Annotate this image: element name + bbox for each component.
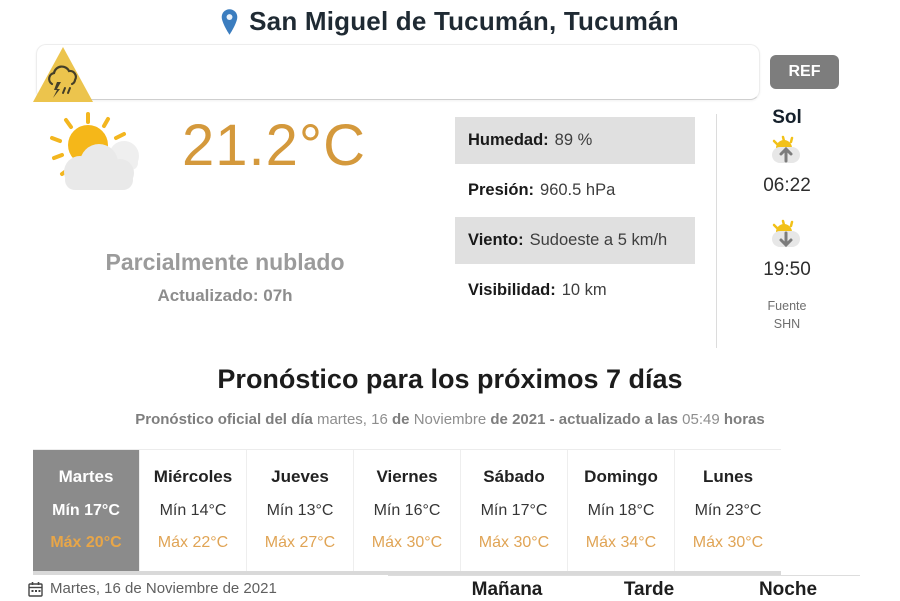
day-name: Viernes <box>376 467 438 486</box>
pressure-value: 960.5 hPa <box>540 181 616 199</box>
day-max-temp: Máx 34°C <box>585 534 657 551</box>
periods-divider <box>388 575 860 576</box>
page-title: San Miguel de Tucumán, Tucumán <box>249 6 679 36</box>
day-col-jueves[interactable]: Jueves Mín 13°C Máx 27°C <box>246 450 353 571</box>
humidity-value: 89 % <box>554 131 593 149</box>
day-min-temp: Mín 14°C <box>159 502 227 519</box>
day-min-temp: Mín 13°C <box>266 502 334 519</box>
wind-value: Sudoeste a 5 km/h <box>529 231 668 249</box>
alert-banner[interactable] <box>36 44 760 100</box>
forecast-subtitle: Pronóstico oficial del día martes, 16 de… <box>0 411 900 428</box>
day-name: Lunes <box>702 467 754 486</box>
day-col-miercoles[interactable]: Miércoles Mín 14°C Máx 22°C <box>139 450 246 571</box>
period-header-tarde: Tarde <box>623 579 675 600</box>
visibility-value: 10 km <box>561 281 607 299</box>
subtitle-part: de <box>392 411 414 428</box>
day-name: Sábado <box>483 467 545 486</box>
source-line-1: Fuente <box>767 299 807 313</box>
subtitle-part: martes, 16 <box>316 411 392 428</box>
sunrise-icon <box>768 135 806 172</box>
day-max-temp: Máx 20°C <box>50 534 122 551</box>
wind-label: Viento: <box>468 231 524 249</box>
day-col-domingo[interactable]: Domingo Mín 18°C Máx 34°C <box>567 450 674 571</box>
subtitle-part: Noviembre <box>413 411 491 428</box>
sun-panel: Sol 06:22 19:50 Fue <box>731 107 843 333</box>
period-header-noche: Noche <box>758 579 818 600</box>
sun-title: Sol <box>772 107 802 128</box>
humidity-label: Humedad: <box>468 131 549 149</box>
subtitle-part: Pronóstico oficial del día <box>135 411 317 428</box>
day-max-temp: Máx 27°C <box>264 534 336 551</box>
weather-details: Humedad: 89 % Presión: 960.5 hPa Viento:… <box>455 117 695 314</box>
detail-date-header: Martes, 16 de Noviembre de 2021 <box>28 580 277 597</box>
sunrise-time: 06:22 <box>763 175 811 196</box>
current-temperature: 21.2°C <box>182 113 366 178</box>
detail-row-visibility: Visibilidad: 10 km <box>455 267 695 314</box>
day-name: Jueves <box>271 467 329 486</box>
day-max-temp: Máx 30°C <box>692 534 764 551</box>
day-min-temp: Mín 18°C <box>587 502 655 519</box>
day-min-temp: Mín 16°C <box>373 502 441 519</box>
source-label: Fuente SHN <box>768 298 807 333</box>
detail-row-wind: Viento: Sudoeste a 5 km/h <box>455 217 695 264</box>
day-min-temp: Mín 17°C <box>52 502 120 519</box>
day-col-lunes[interactable]: Lunes Mín 23°C Máx 30°C <box>674 450 781 571</box>
vertical-divider <box>716 114 717 348</box>
page-header: San Miguel de Tucumán, Tucumán <box>0 6 900 37</box>
calendar-icon <box>28 581 43 597</box>
updated-time: Actualizado: 07h <box>157 286 293 305</box>
location-pin-icon <box>221 8 238 36</box>
partly-cloudy-icon <box>36 108 156 209</box>
storm-warning-icon[interactable] <box>30 44 96 106</box>
forecast-7-day-table: Martes Mín 17°C Máx 20°C Miércoles Mín 1… <box>33 449 781 575</box>
ref-button[interactable]: REF <box>770 55 839 89</box>
subtitle-part: de 2021 - actualizado a las <box>490 411 683 428</box>
subtitle-part: horas <box>723 411 765 428</box>
period-header-manana: Mañana <box>471 579 543 600</box>
day-max-temp: Máx 30°C <box>478 534 550 551</box>
subtitle-part: 05:49 <box>682 411 724 428</box>
day-name: Martes <box>58 467 114 486</box>
day-name: Miércoles <box>153 467 233 486</box>
day-min-temp: Mín 23°C <box>694 502 762 519</box>
day-max-temp: Máx 30°C <box>371 534 443 551</box>
detail-date-text: Martes, 16 de Noviembre de 2021 <box>50 580 277 597</box>
day-min-temp: Mín 17°C <box>480 502 548 519</box>
current-condition: Parcialmente nublado <box>105 249 345 275</box>
day-col-sabado[interactable]: Sábado Mín 17°C Máx 30°C <box>460 450 567 571</box>
day-name: Domingo <box>584 467 658 486</box>
detail-row-pressure: Presión: 960.5 hPa <box>455 167 695 214</box>
forecast-title: Pronóstico para los próximos 7 días <box>217 364 683 394</box>
detail-row-humidity: Humedad: 89 % <box>455 117 695 164</box>
sunset-icon <box>768 219 806 256</box>
sunset-time: 19:50 <box>763 259 811 280</box>
day-col-viernes[interactable]: Viernes Mín 16°C Máx 30°C <box>353 450 460 571</box>
day-max-temp: Máx 22°C <box>157 534 229 551</box>
pressure-label: Presión: <box>468 181 535 199</box>
visibility-label: Visibilidad: <box>468 281 556 299</box>
source-line-2: SHN <box>773 316 801 331</box>
day-col-martes[interactable]: Martes Mín 17°C Máx 20°C <box>33 450 139 571</box>
